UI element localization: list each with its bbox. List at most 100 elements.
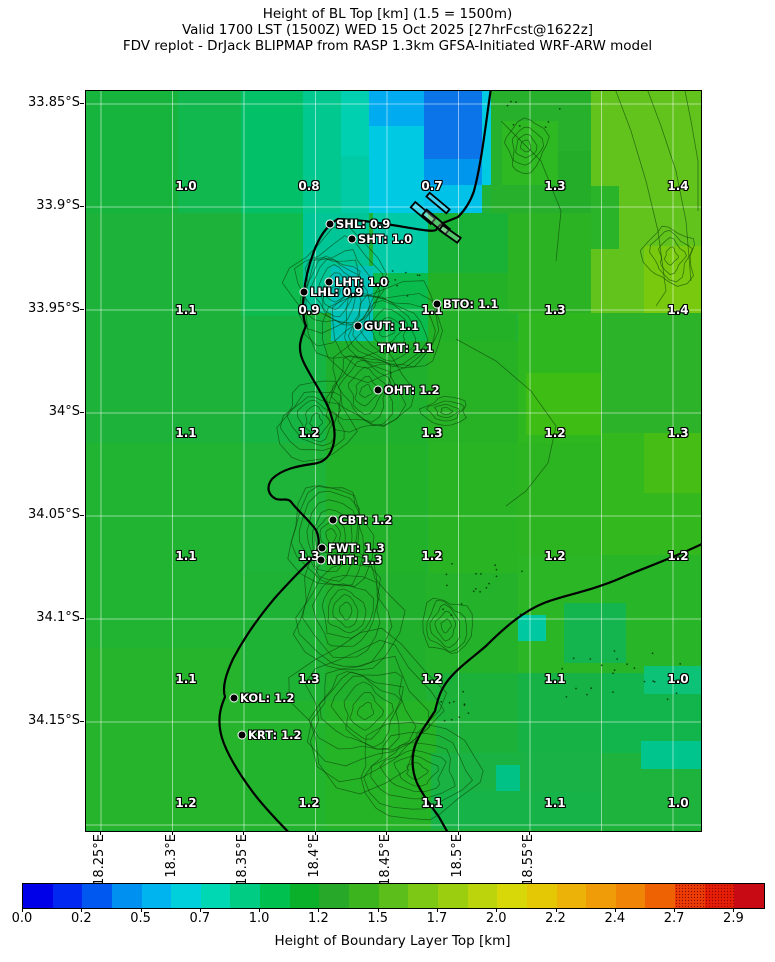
stipple-dot [512,123,515,126]
fill-patch [178,91,241,213]
fill-patch [436,673,526,763]
colorbar-segment [408,884,438,908]
fill-patch [341,156,369,213]
grid-value: 1.2 [667,549,689,563]
stipple-dot [586,693,588,696]
stipple-dot [450,718,453,721]
terrain-contour [311,574,380,647]
y-tick-label: 34°S [48,404,80,419]
grid-value: 1.0 [175,179,197,193]
stipple-dot [572,657,575,660]
y-tick-label: 33.9°S [36,198,80,213]
terrain-contour [306,499,359,573]
colorbar-tick-mark [199,908,201,912]
terrain-contour [279,391,345,451]
stipple-dot [404,271,407,274]
terrain-contour [514,134,538,159]
y-tick-label: 33.95°S [28,301,80,316]
grid-value: 1.1 [421,796,443,810]
colorbar-segment [82,884,112,908]
station-label-sht: SHT: 1.0 [358,232,413,246]
terrain-contour [321,280,443,384]
terrain-contour [330,285,341,297]
terrain-contour [368,317,403,345]
stipple-dot [575,687,577,690]
terrain-contour [288,627,448,795]
grid-value: 1.4 [667,179,689,193]
stipple-dot [510,100,512,103]
grid-value: 1.3 [298,672,320,686]
stipple-dot [495,568,498,571]
grid-value: 1.1 [175,303,197,317]
grid-value: 1.0 [667,796,689,810]
stipple-dot [416,274,419,276]
fill-patch [496,765,520,791]
terrain-contour [344,293,436,369]
station-dot-fwt [317,543,327,553]
grid-value: 1.4 [667,303,689,317]
y-tick-mark [80,103,84,104]
stipple-dot [558,108,561,110]
stipple-dot [445,573,448,576]
colorbar-tick-mark [140,908,142,912]
stipple-dot [612,672,614,675]
station-label-nht: NHT: 1.3 [327,553,383,567]
coastline [411,543,701,831]
terrain-contour [308,671,417,751]
x-tick-mark [171,831,173,835]
harbor-pier [438,223,462,245]
colorbar-tick-mark [674,908,676,912]
stipple-dot [590,687,592,690]
stipple-dot [458,716,461,719]
station-label-bto: BTO: 1.1 [443,297,499,311]
map-overlay [86,91,701,831]
stipple-dot [565,696,568,698]
stipple-dot [443,719,446,722]
x-tick-mark [386,831,387,835]
terrain-contour [663,246,679,266]
stipple-dot [488,582,490,585]
fill-patch [341,91,369,156]
colorbar-segment [734,884,765,908]
grid-value: 1.1 [544,672,566,686]
grid-value: 1.2 [175,796,197,810]
stipple-dot [494,564,497,567]
colorbar-tick-mark [22,908,23,912]
plot-source: FDV replot - DrJack BLIPMAP from RASP 1.… [122,38,653,54]
terrain-contour [306,655,430,767]
grid-value: 1.3 [298,549,320,563]
fill-patch [241,91,303,213]
stipple-dot [589,658,592,660]
colorbar-segment [319,884,350,908]
station-dot-krt [237,730,247,740]
station-label-shl: SHL: 0.9 [336,217,391,231]
grid-value: 1.2 [298,426,320,440]
terrain-contour [455,338,557,507]
terrain-contour [433,403,460,419]
station-dot-sht [347,234,357,244]
colorbar-tick-mark [81,908,83,912]
station-dot-shl [325,219,335,229]
terrain-contour [330,355,394,427]
colorbar-segment [171,884,201,908]
stipple-dot [600,664,603,667]
plot-subtitle: Valid 1700 LST (1500Z) WED 15 Oct 2025 [… [181,22,594,38]
colorbar-tick-label: 0.5 [130,911,151,926]
stipple-dot [450,614,453,617]
terrain-contour [326,279,346,303]
grid-value: 1.3 [544,179,566,193]
fill-patch [518,673,601,753]
colorbar-tick-mark [496,908,498,912]
terrain-contour [325,527,337,545]
terrain-contour [684,91,699,211]
colorbar-tick-label: 2.4 [604,911,626,926]
y-tick-mark [80,618,84,619]
colorbar-segment [111,884,142,908]
terrain-contour [337,359,392,423]
station-label-krt: KRT: 1.2 [248,728,302,742]
stipple-dot [460,603,463,605]
map-canvas[interactable]: 1.0 0.8 0.7 1.3 1.4 1.1 0.9 1.1 1.3 1.4 1.1 1.2 1.3 1… [85,90,702,832]
terrain-contour [422,597,473,654]
terrain-contour [647,91,692,282]
